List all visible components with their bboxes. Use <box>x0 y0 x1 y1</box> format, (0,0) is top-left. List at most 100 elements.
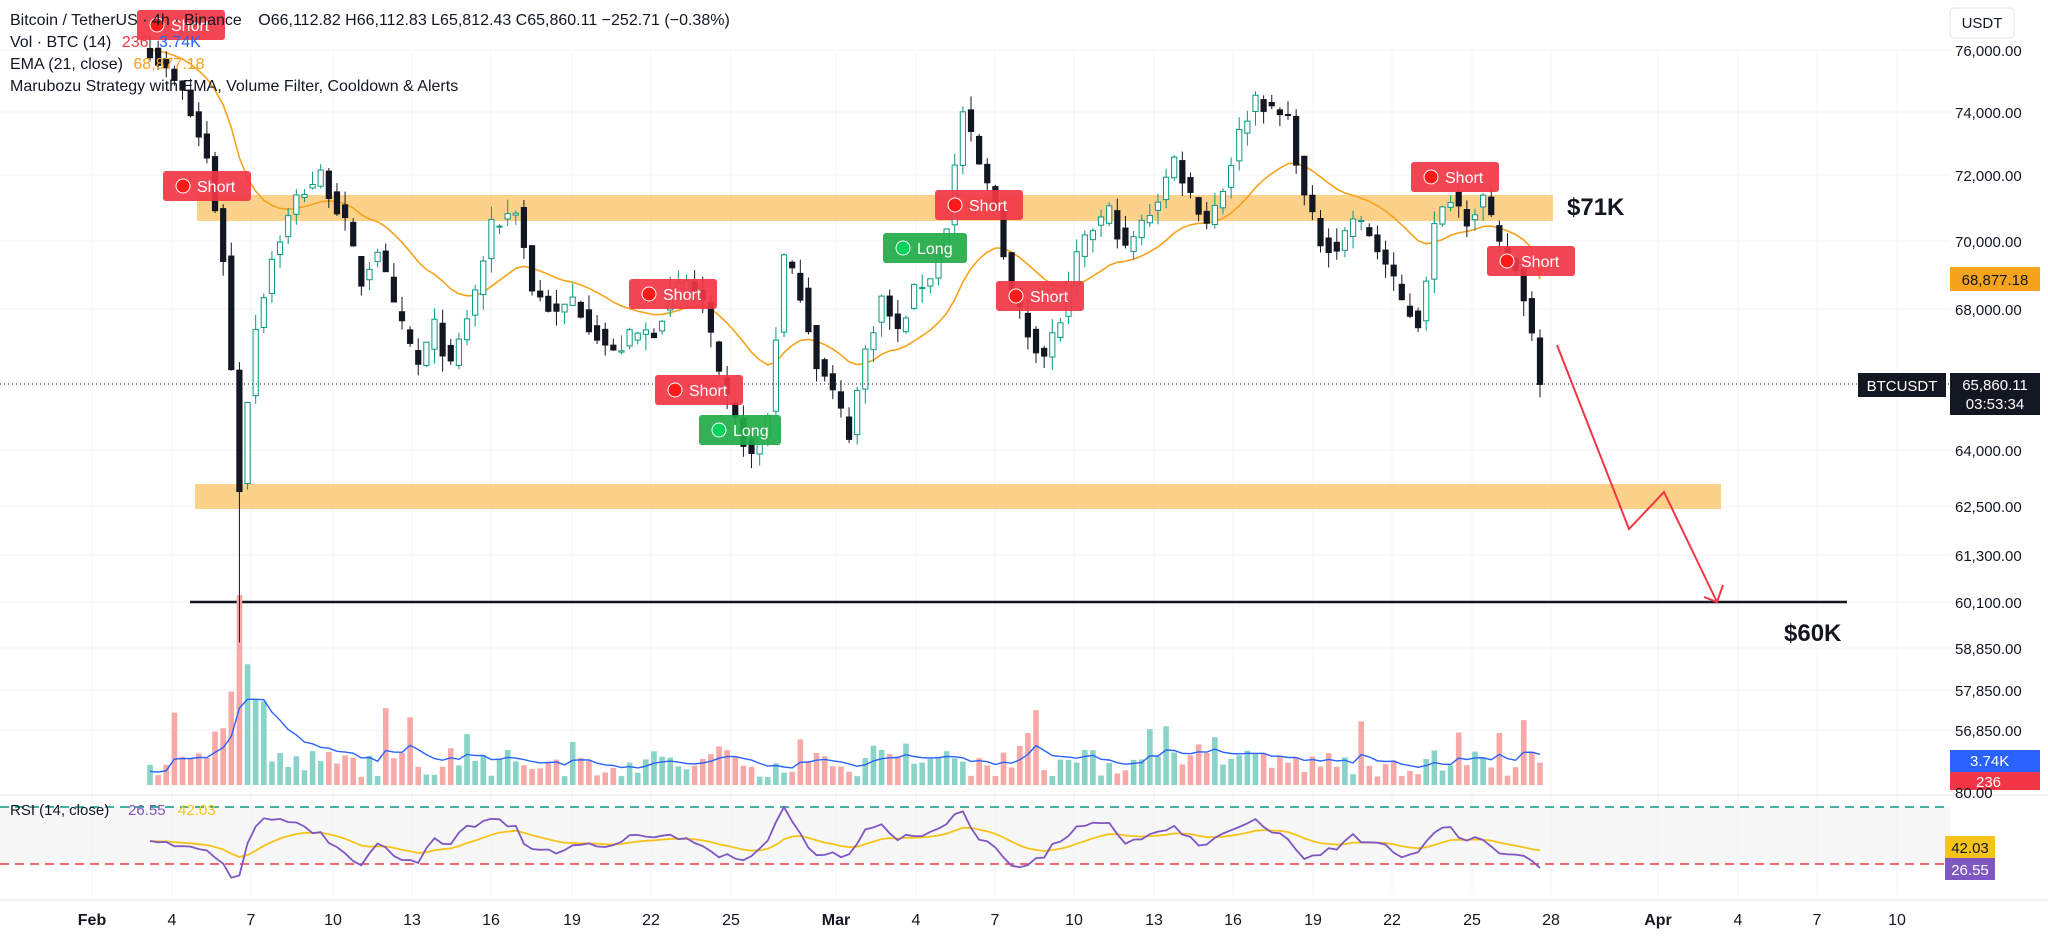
volume-bar <box>415 766 422 785</box>
volume-bar <box>1439 770 1446 785</box>
signal-box[interactable] <box>1487 246 1575 276</box>
time-tick-label[interactable]: 10 <box>1888 912 1906 929</box>
signal-box[interactable] <box>996 281 1084 311</box>
currency-button[interactable] <box>1949 7 2015 39</box>
price-tick-label[interactable]: 58,850.00 <box>1955 641 2022 658</box>
candle-body <box>325 170 332 199</box>
ema-line[interactable]: EMA (21, close) 68,877.18 <box>10 54 730 76</box>
volume-bar <box>1236 755 1243 785</box>
signal-short[interactable]: Short <box>137 10 225 40</box>
time-tick-label[interactable]: Apr <box>1644 912 1672 929</box>
time-tick-label[interactable]: 4 <box>912 912 921 929</box>
time-tick-label[interactable]: 7 <box>247 912 256 929</box>
volume-bar <box>846 771 852 785</box>
candle-body <box>1122 227 1129 246</box>
ema-label[interactable]: EMA (21, close) <box>10 56 123 73</box>
time-tick-label[interactable]: Feb <box>78 912 107 929</box>
signal-short[interactable]: Short <box>655 375 743 405</box>
signal-box[interactable] <box>163 171 251 201</box>
volume-bar <box>261 701 267 785</box>
time-tick-label[interactable]: 16 <box>482 912 500 929</box>
volume-bar <box>878 749 885 785</box>
signal-short[interactable]: Short <box>163 171 251 201</box>
volume-bar <box>919 762 926 785</box>
signal-box[interactable] <box>655 375 743 405</box>
signal-label: Short <box>1030 289 1069 306</box>
price-tick-label[interactable]: 72,000.00 <box>1955 168 2022 185</box>
time-tick-label[interactable]: 7 <box>1813 912 1822 929</box>
time-tick-label[interactable]: 28 <box>1542 912 1560 929</box>
price-tick-label[interactable]: 56,850.00 <box>1955 723 2022 740</box>
signal-short[interactable]: Short <box>1487 246 1575 276</box>
volume-bar <box>1187 755 1194 785</box>
signal-long[interactable]: Long <box>699 415 781 445</box>
rsi-label[interactable]: RSI (14, close) <box>10 802 109 819</box>
volume-bar <box>951 758 958 785</box>
signal-box[interactable] <box>137 10 225 40</box>
volume-bar <box>358 776 365 785</box>
candle-body <box>569 296 576 306</box>
volume-bar <box>643 759 649 785</box>
candle-body <box>1130 236 1137 253</box>
signal-box[interactable] <box>883 233 967 263</box>
annotation-60k: $60K <box>1784 620 1842 647</box>
rsi-axis-top[interactable]: 80.00 <box>1955 785 1993 802</box>
volume-bar <box>1171 752 1178 785</box>
price-tick-label[interactable]: 60,100.00 <box>1955 595 2022 612</box>
price-tick-label[interactable]: 57,850.00 <box>1955 683 2022 700</box>
time-tick-label[interactable]: 4 <box>168 912 177 929</box>
signal-box[interactable] <box>1411 162 1499 192</box>
ema-badge <box>1950 267 2040 291</box>
time-tick-label[interactable]: 16 <box>1224 912 1242 929</box>
price-tick-label[interactable]: 74,000.00 <box>1955 105 2022 122</box>
strategy-label[interactable]: Marubozu Strategy with EMA, Volume Filte… <box>10 78 459 95</box>
time-tick-label[interactable]: 22 <box>642 912 660 929</box>
time-tick-label[interactable]: 19 <box>563 912 581 929</box>
price-axis[interactable]: 76,000.00 74,000.00 72,000.00 70,000.00 68,0… <box>1955 43 2022 740</box>
signal-box[interactable] <box>699 415 781 445</box>
volume-bar <box>480 755 487 785</box>
signal-short[interactable]: Short <box>996 281 1084 311</box>
volume-bar <box>1081 750 1088 785</box>
projected-path <box>1556 344 1718 603</box>
time-tick-label[interactable]: 4 <box>1734 912 1743 929</box>
volume-line[interactable]: Vol · BTC (14) 236 3.74K <box>10 32 730 54</box>
time-tick-label[interactable]: 25 <box>1463 912 1481 929</box>
time-tick-label[interactable]: 13 <box>403 912 421 929</box>
time-tick-label[interactable]: 22 <box>1383 912 1401 929</box>
time-tick-label[interactable]: 10 <box>324 912 342 929</box>
time-tick-label[interactable]: 7 <box>991 912 1000 929</box>
price-tick-label[interactable]: 62,500.00 <box>1955 499 2022 516</box>
signal-short[interactable]: Short <box>935 190 1023 220</box>
time-axis[interactable]: Feb 4 7 10 13 16 19 22 25 Mar 4 7 10 13 16 19 22 25 28 Apr 4… <box>78 912 1906 929</box>
price-tick-label[interactable]: 68,000.00 <box>1955 302 2022 319</box>
signal-short[interactable]: Short <box>1411 162 1499 192</box>
candle-body <box>813 325 820 370</box>
time-tick-label[interactable]: 13 <box>1145 912 1163 929</box>
candle-body <box>561 303 568 313</box>
symbol-line[interactable]: Bitcoin / TetherUS · 4h · Binance O66,11… <box>10 10 730 32</box>
signal-long[interactable]: Long <box>883 233 967 263</box>
signal-box[interactable] <box>935 190 1023 220</box>
signal-box[interactable] <box>629 279 717 309</box>
candle-body <box>244 402 251 485</box>
signal-short[interactable]: Short <box>629 279 717 309</box>
volume-bar <box>1252 754 1259 785</box>
time-tick-label[interactable]: 10 <box>1065 912 1083 929</box>
resistance-zone <box>197 195 1553 221</box>
time-tick-label[interactable]: 25 <box>722 912 740 929</box>
symbol-name[interactable]: Bitcoin / TetherUS · 4h · Binance <box>10 12 242 29</box>
volume-bar <box>1309 756 1316 785</box>
time-tick-label[interactable]: 19 <box>1304 912 1322 929</box>
strategy-line[interactable]: Marubozu Strategy with EMA, Volume Filte… <box>10 76 730 98</box>
volume-bar <box>1195 744 1202 785</box>
price-tick-label[interactable]: 76,000.00 <box>1955 43 2022 60</box>
currency-label[interactable]: USDT <box>1962 15 2003 32</box>
volume-bar <box>244 664 251 785</box>
price-tick-label[interactable]: 61,300.00 <box>1955 548 2022 565</box>
price-tick-label[interactable]: 70,000.00 <box>1955 234 2022 251</box>
volume-label[interactable]: Vol · BTC (14) <box>10 34 112 51</box>
price-tick-label[interactable]: 64,000.00 <box>1955 443 2022 460</box>
time-tick-label[interactable]: Mar <box>822 912 850 929</box>
